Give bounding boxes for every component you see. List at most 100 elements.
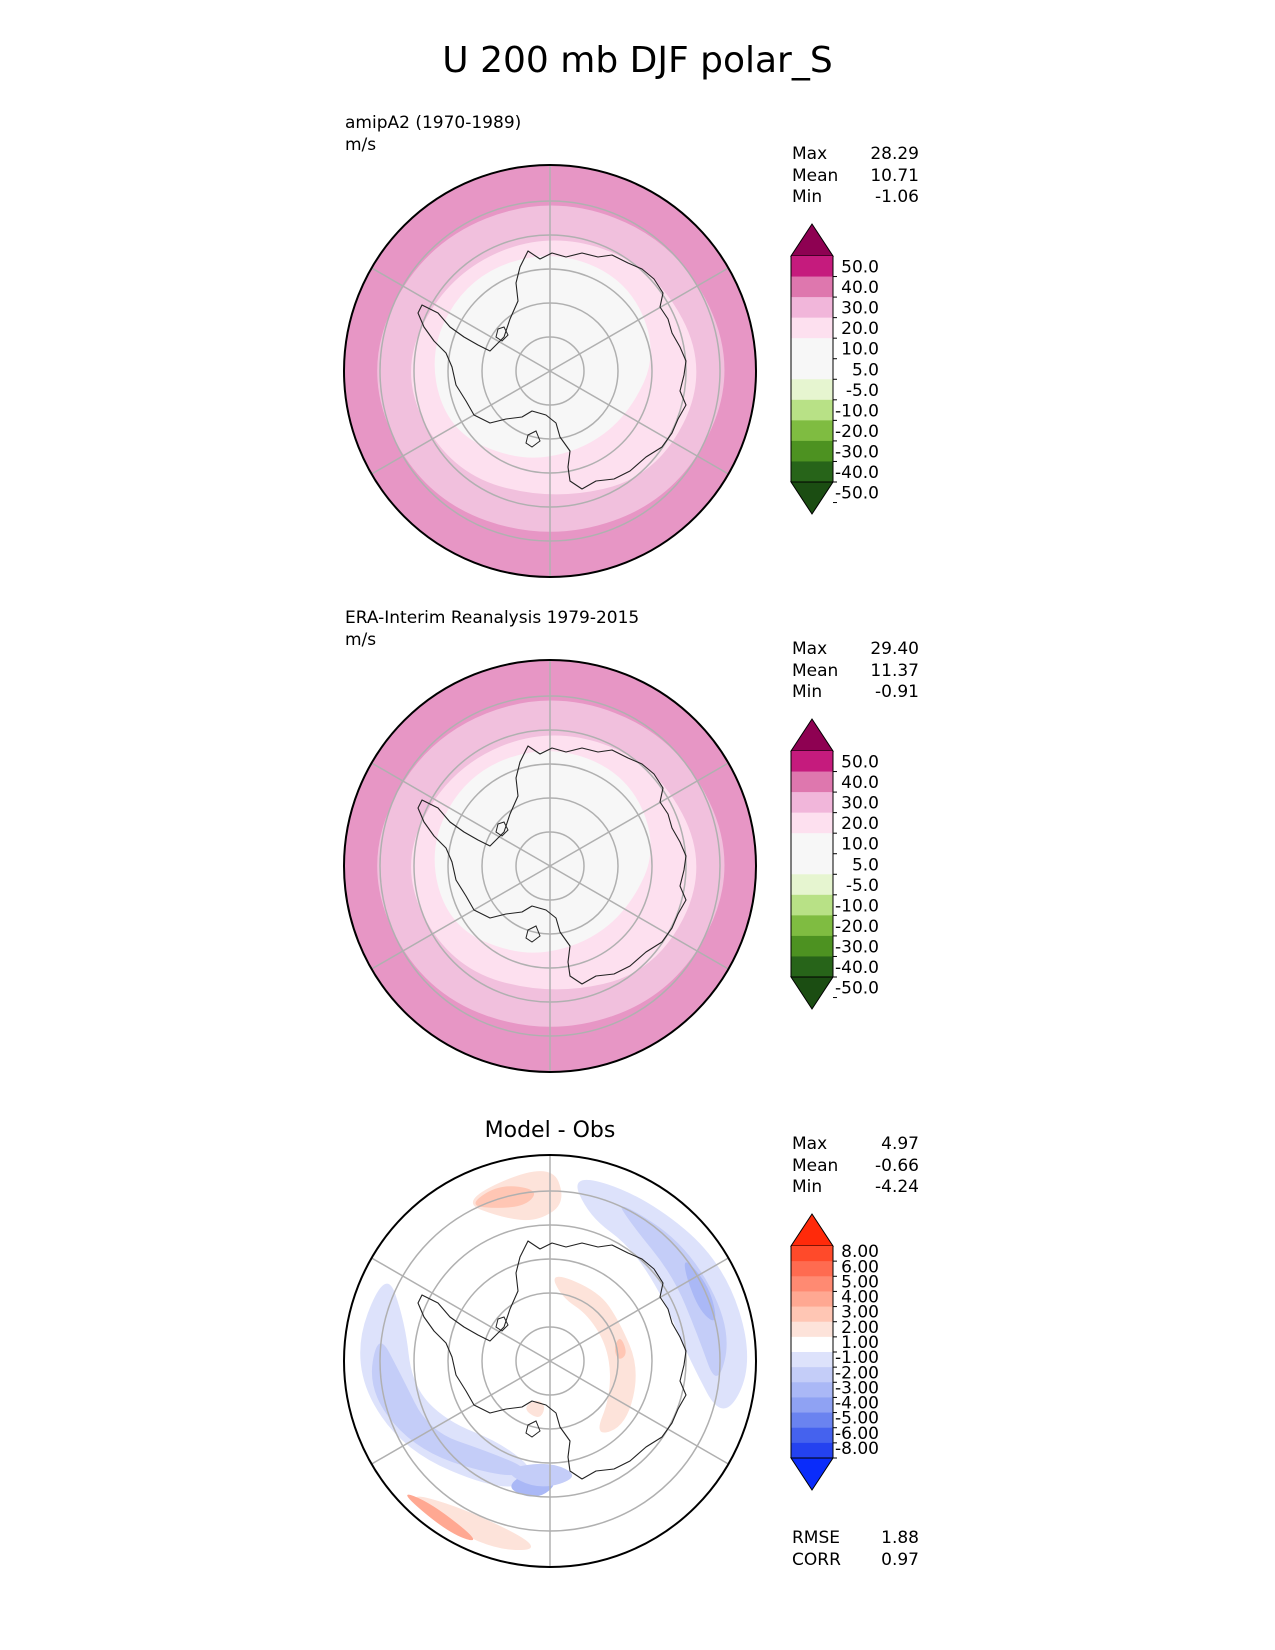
diff-neg-region bbox=[360, 1283, 531, 1487]
colorbar-tick-label: -50.0 bbox=[835, 484, 879, 504]
colorbar-tick-label: -10.0 bbox=[835, 896, 879, 916]
meridian-line bbox=[366, 370, 551, 478]
panel-3-map bbox=[343, 1154, 757, 1568]
colorbar-segment bbox=[791, 1246, 833, 1262]
panel-3-metrics: RMSE 1.88 CORR 0.97 bbox=[792, 1528, 919, 1571]
colorbar-segment bbox=[791, 440, 833, 462]
panel-3-subtitle: Model - Obs bbox=[484, 1118, 616, 1143]
colorbar-frame bbox=[790, 751, 834, 977]
stat-value: -0.91 bbox=[875, 682, 919, 702]
colorbar-segment bbox=[791, 1382, 833, 1398]
panel-1-colorbar: 50.040.030.020.010.05.0-5.0-10.0-20.0-30… bbox=[790, 223, 879, 515]
island-coastline bbox=[495, 1316, 509, 1332]
panel-1-subtitle: amipA2 (1970-1989) bbox=[345, 113, 522, 133]
colorbar-tick-label: 10.0 bbox=[841, 340, 879, 360]
antarctica-coastline bbox=[417, 745, 687, 985]
colorbar-tick-label: -6.00 bbox=[835, 1424, 879, 1444]
stat-label: Max bbox=[792, 639, 828, 659]
colorbar-tick-label: 2.00 bbox=[841, 1318, 879, 1338]
colorbar-tick-label: 30.0 bbox=[841, 794, 879, 814]
colorbar-extend-top bbox=[790, 718, 834, 752]
meridian-line bbox=[549, 865, 734, 973]
island-coastline bbox=[495, 326, 509, 342]
colorbar-tick-label: -30.0 bbox=[835, 442, 879, 462]
stat-value: 11.37 bbox=[870, 660, 919, 681]
colorbar-segment bbox=[791, 1397, 833, 1414]
meridian-line bbox=[366, 865, 551, 973]
colorbar-tick-label: 1.00 bbox=[841, 1333, 879, 1353]
colorbar-tick-label: 6.00 bbox=[841, 1257, 879, 1277]
colorbar-segment bbox=[791, 1367, 833, 1383]
panel-2-map bbox=[343, 659, 757, 1073]
meridian-line bbox=[366, 264, 551, 372]
antarctica-coastline bbox=[417, 250, 687, 490]
diff-pos-region bbox=[554, 1276, 636, 1433]
colorbar-segment bbox=[791, 1352, 833, 1368]
colorbar-tick-label: 30.0 bbox=[841, 299, 879, 319]
stat-value: 4.97 bbox=[881, 1134, 919, 1154]
diff-pos-region bbox=[526, 1400, 545, 1417]
colorbar-segment bbox=[791, 894, 833, 916]
stat-label: Max bbox=[792, 1134, 828, 1154]
meridian-line bbox=[549, 370, 734, 478]
diff-neg-region bbox=[510, 1463, 573, 1487]
colorbar-tick-label: 3.00 bbox=[841, 1303, 879, 1323]
colorbar-segment bbox=[791, 379, 833, 401]
diff-pos-region bbox=[407, 1494, 474, 1541]
island-coastline bbox=[525, 430, 541, 448]
map-boundary bbox=[343, 1154, 757, 1568]
colorbar-segment bbox=[791, 915, 833, 937]
colorbar-tick-label: -50.0 bbox=[835, 979, 879, 999]
colorbar-tick-label: 50.0 bbox=[841, 753, 879, 773]
colorbar-segment bbox=[791, 1336, 833, 1353]
stat-value: -0.66 bbox=[875, 1155, 919, 1176]
colorbar-segment bbox=[791, 1306, 833, 1323]
colorbar-extend-bottom bbox=[790, 976, 834, 1010]
metric-label: CORR bbox=[792, 1549, 841, 1570]
meridian-line bbox=[366, 759, 551, 867]
colorbar-tick-label: -5.0 bbox=[846, 381, 879, 401]
panel-1-map bbox=[343, 164, 757, 578]
map-boundary bbox=[343, 164, 757, 578]
colorbar-segment bbox=[791, 1321, 833, 1338]
colorbar-tick-label: 5.0 bbox=[852, 855, 879, 875]
colorbar-tick-label: 10.0 bbox=[841, 835, 879, 855]
stat-value: 10.71 bbox=[870, 165, 919, 186]
colorbar-tick-label: 20.0 bbox=[841, 319, 879, 339]
panel-3-colorbar: 8.006.005.004.003.002.001.00-1.00-2.00-3… bbox=[790, 1213, 879, 1491]
colorbar-tick-label: 40.0 bbox=[841, 773, 879, 793]
colorbar-segment bbox=[791, 874, 833, 896]
antarctica-coastline bbox=[417, 1240, 687, 1480]
meridian-line bbox=[366, 1360, 551, 1468]
stat-label: Min bbox=[792, 187, 823, 207]
colorbar-extend-top bbox=[790, 223, 834, 257]
stat-label: Mean bbox=[792, 1155, 839, 1176]
colorbar-extend-bottom bbox=[790, 481, 834, 515]
metric-value: 0.97 bbox=[881, 1549, 919, 1570]
colorbar-tick-label: 40.0 bbox=[841, 278, 879, 298]
diff-neg-region bbox=[684, 1262, 716, 1321]
panel-1-stats: Max 28.29 Mean 10.71 Min -1.06 bbox=[792, 144, 919, 209]
island-coastline bbox=[525, 925, 541, 943]
colorbar-segment bbox=[791, 935, 833, 957]
colorbar-tick-label: -8.00 bbox=[835, 1439, 879, 1459]
colorbar-segment bbox=[791, 1412, 833, 1429]
meridian-line bbox=[549, 1254, 734, 1362]
colorbar-tick-label: 4.00 bbox=[841, 1288, 879, 1308]
colorbar-tick-label: -10.0 bbox=[835, 401, 879, 421]
colorbar-segment bbox=[791, 1261, 833, 1277]
colorbar-segment bbox=[791, 771, 833, 793]
colorbar-tick-label: -40.0 bbox=[835, 958, 879, 978]
colorbar-segment bbox=[791, 956, 833, 978]
stat-label: Mean bbox=[792, 165, 839, 186]
meridian-line bbox=[549, 1360, 734, 1468]
colorbar-tick-label: -30.0 bbox=[835, 937, 879, 957]
colorbar-tick-label: 5.00 bbox=[841, 1272, 879, 1292]
colorbar-tick-label: -20.0 bbox=[835, 917, 879, 937]
panel-3-stats: Max 4.97 Mean -0.66 Min -4.24 bbox=[792, 1134, 919, 1199]
stat-value: 28.29 bbox=[870, 144, 919, 164]
colorbar-segment bbox=[791, 358, 833, 380]
stat-value: 29.40 bbox=[870, 639, 919, 659]
colorbar-segment bbox=[791, 833, 833, 855]
